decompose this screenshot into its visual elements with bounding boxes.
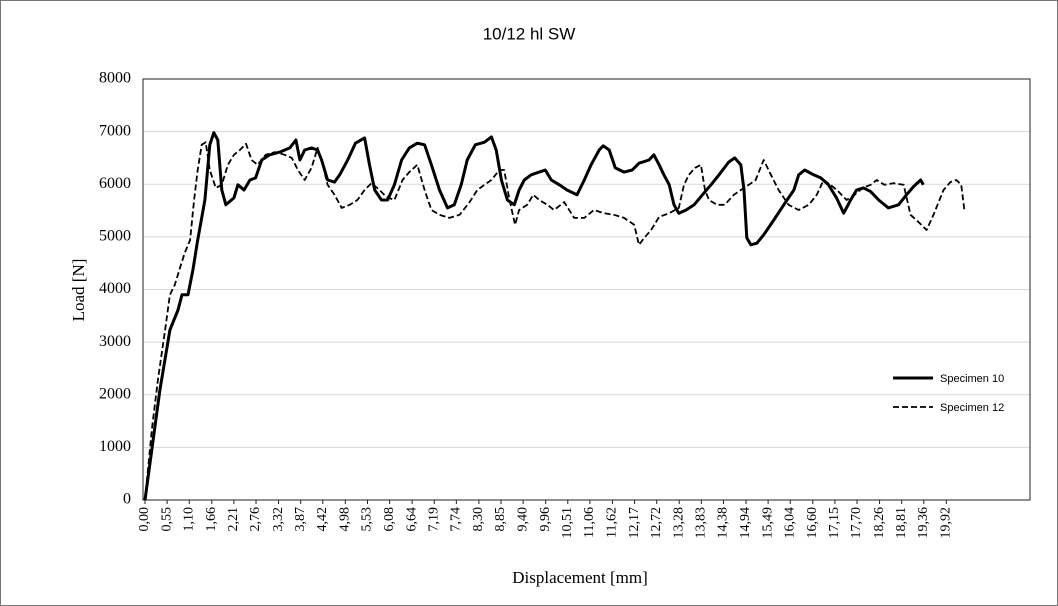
x-tick-label: 2,76 xyxy=(248,507,263,532)
x-tick-label: 6,08 xyxy=(382,507,397,532)
x-tick-label: 17,70 xyxy=(849,507,864,539)
series-line xyxy=(144,141,966,501)
x-tick-label: 1,10 xyxy=(181,507,196,532)
x-tick-label: 12,72 xyxy=(649,507,664,539)
x-tick-label: 4,42 xyxy=(315,507,330,532)
y-tick-label: 1000 xyxy=(99,438,131,455)
series-line xyxy=(143,131,925,501)
y-axis-title: Load [N] xyxy=(69,259,88,322)
x-tick-label: 2,21 xyxy=(226,507,241,532)
x-tick-label: 3,87 xyxy=(293,507,308,532)
x-tick-label: 10,51 xyxy=(560,507,575,539)
x-tick-label: 19,36 xyxy=(916,507,931,539)
y-tick-label: 2000 xyxy=(99,385,131,402)
x-tick-label: 1,66 xyxy=(204,507,219,532)
x-tick-label: 8,30 xyxy=(471,507,486,532)
x-tick-label: 14,38 xyxy=(716,507,731,539)
x-tick-label: 7,74 xyxy=(449,507,464,532)
x-tick-label: 11,06 xyxy=(582,507,597,538)
x-tick-label: 9,96 xyxy=(538,507,553,532)
x-tick-label: 14,94 xyxy=(738,507,753,539)
x-tick-label: 5,53 xyxy=(360,507,375,532)
y-tick-label: 7000 xyxy=(99,122,131,139)
x-tick-label: 13,83 xyxy=(694,507,709,539)
x-tick-label: 18,26 xyxy=(872,507,887,539)
x-tick-label: 4,98 xyxy=(338,507,353,532)
x-tick-label: 0,00 xyxy=(137,507,152,532)
x-tick-label: 6,64 xyxy=(404,507,419,532)
x-tick-label: 16,04 xyxy=(782,507,797,539)
y-tick-label: 6000 xyxy=(99,175,131,192)
y-tick-label: 4000 xyxy=(99,280,131,297)
x-tick-label: 8,85 xyxy=(493,507,508,532)
legend-label: Specimen 12 xyxy=(940,402,1004,414)
x-tick-label: 3,32 xyxy=(271,507,286,532)
y-tick-label: 8000 xyxy=(99,70,131,87)
x-tick-label: 9,40 xyxy=(515,507,530,532)
x-tick-label: 7,19 xyxy=(426,507,441,532)
x-tick-label: 18,81 xyxy=(894,507,909,539)
y-tick-label: 5000 xyxy=(99,228,131,245)
x-tick-label: 19,92 xyxy=(939,507,954,539)
chart-title: 10/12 hl SW xyxy=(483,24,576,43)
plot-frame xyxy=(142,78,1031,501)
x-tick-label: 15,49 xyxy=(760,507,775,539)
x-tick-label: 12,17 xyxy=(627,507,642,539)
y-tick-label: 3000 xyxy=(99,333,131,350)
x-tick-label: 11,62 xyxy=(605,507,620,538)
x-tick-label: 16,60 xyxy=(805,507,820,539)
x-tick-label: 17,15 xyxy=(827,507,842,539)
x-tick-label: 0,55 xyxy=(159,507,174,532)
x-axis-title: Displacement [mm] xyxy=(512,568,648,587)
legend-label: Specimen 10 xyxy=(940,373,1004,385)
y-tick-label: 0 xyxy=(123,491,131,508)
x-tick-label: 13,28 xyxy=(671,507,686,539)
